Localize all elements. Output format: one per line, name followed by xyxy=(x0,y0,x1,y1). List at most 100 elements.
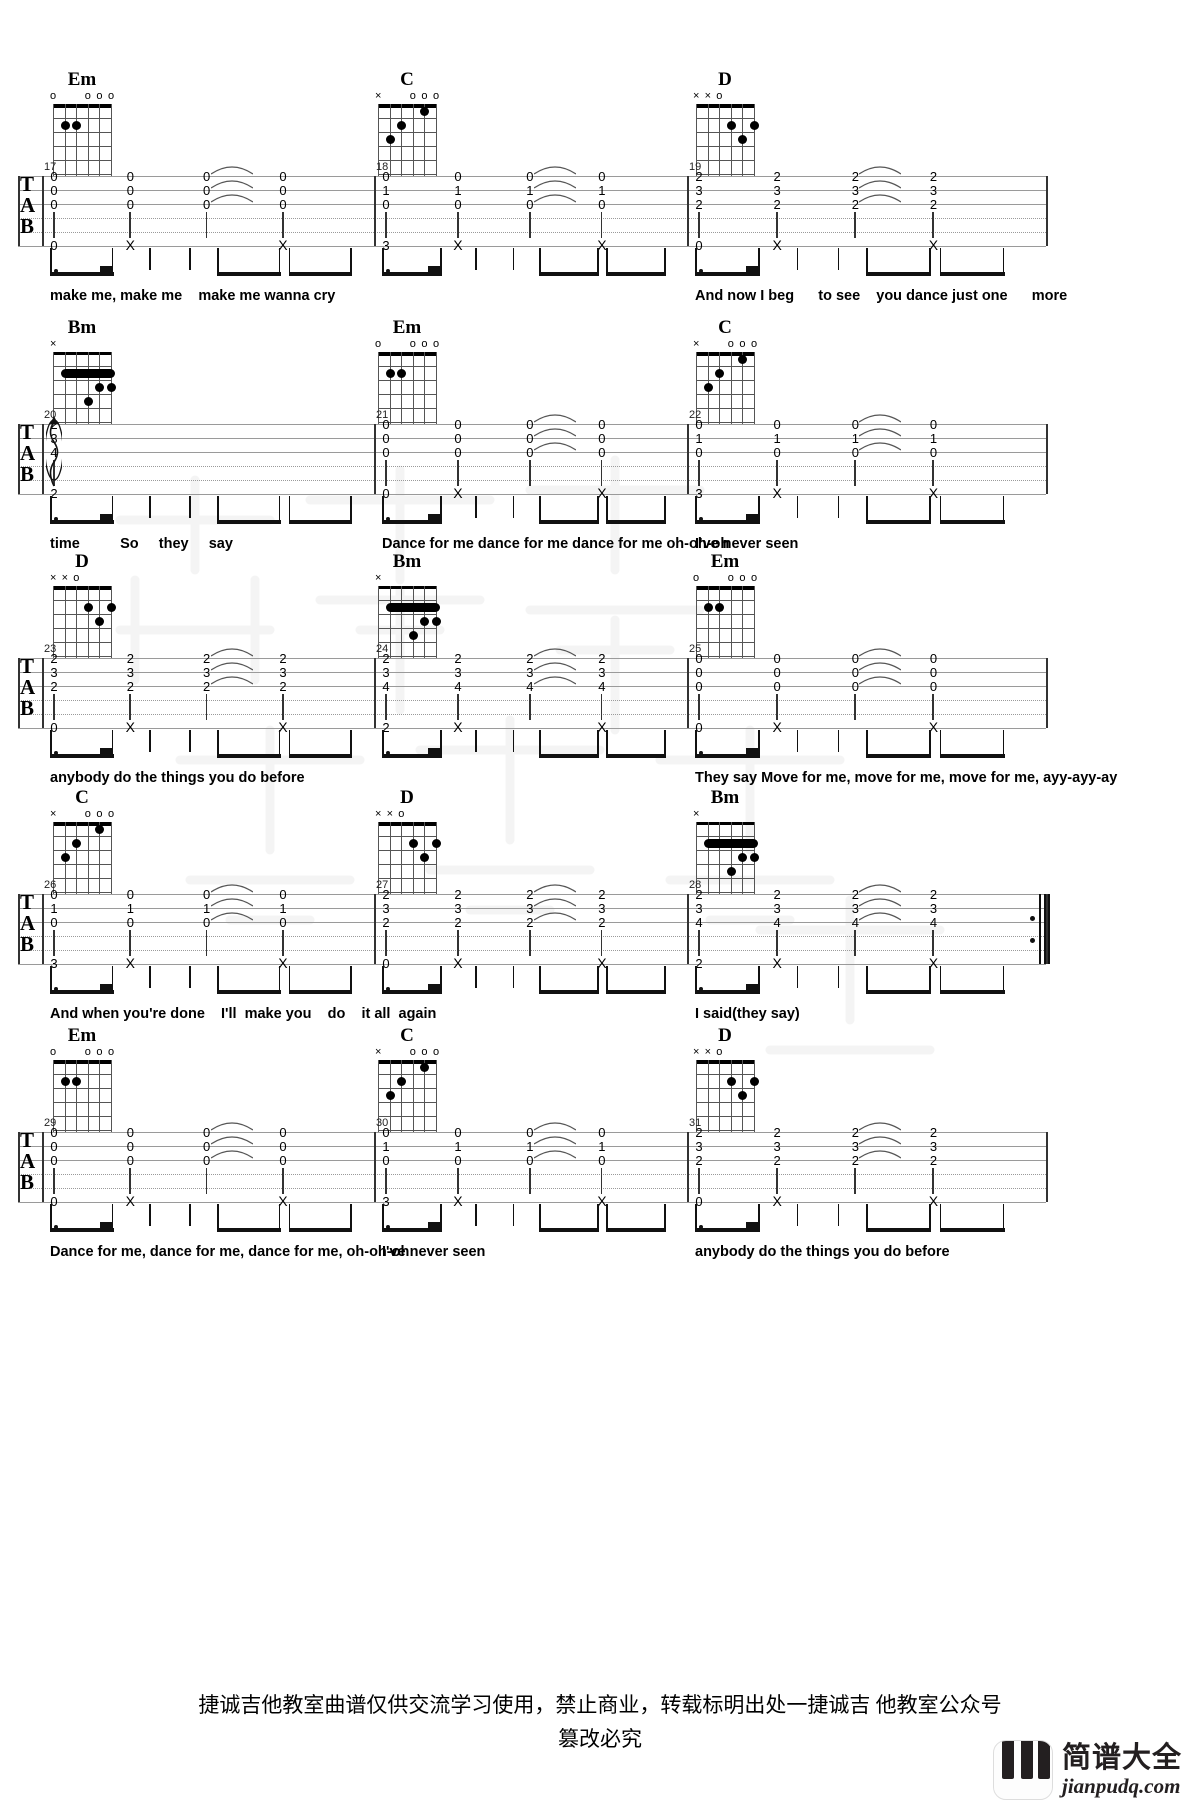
logo-title-cn: 简谱大全 xyxy=(1061,1741,1182,1774)
stem-tick xyxy=(281,212,284,238)
tab-fret-number: 4 xyxy=(50,445,58,460)
beam xyxy=(939,272,1005,276)
open-string-marker: o xyxy=(751,572,758,584)
tab-fret-number: 3 xyxy=(773,1139,781,1154)
tab-fret-number: 1 xyxy=(382,183,390,198)
beam xyxy=(866,272,932,276)
open-string-marker: o xyxy=(84,808,91,820)
tab-fret-number: 2 xyxy=(929,887,938,902)
finger-dot xyxy=(726,867,736,876)
site-logo[interactable]: 简谱大全 jianpudq.com xyxy=(992,1740,1182,1800)
stem-tick xyxy=(776,930,778,956)
note-stem xyxy=(695,730,697,756)
stem-tick xyxy=(205,212,208,238)
lyric-line: time So they say xyxy=(50,536,233,552)
slur-arc xyxy=(210,192,253,203)
lyric-line: make me, make me make me wanna cry xyxy=(50,288,336,304)
muted-strum-marker: X xyxy=(125,955,135,971)
beam xyxy=(288,520,353,524)
lyric-line: Dance for me dance for me dance for me o… xyxy=(382,536,730,552)
rhythm-group xyxy=(382,496,681,526)
note-stem xyxy=(50,730,52,756)
muted-strum-marker: X xyxy=(453,719,463,735)
slur-arc xyxy=(859,882,902,893)
stem-tick xyxy=(53,460,55,486)
finger-dot xyxy=(750,1077,759,1086)
note-stem xyxy=(606,248,608,274)
note-stem xyxy=(929,1204,931,1230)
staff-line xyxy=(18,204,1046,205)
note-stem xyxy=(512,966,515,988)
staff-line xyxy=(18,246,1046,247)
stem-tick xyxy=(698,694,700,720)
tab-fret-number: 2 xyxy=(598,887,606,902)
beam xyxy=(216,754,281,758)
chord-fretboard-grid xyxy=(696,104,759,176)
barre-bar xyxy=(703,839,758,848)
tab-fret-number: 2 xyxy=(695,1153,703,1168)
tab-fret-number: 0 xyxy=(851,665,859,680)
chord-open-mute-markers: × o o o xyxy=(370,1047,444,1060)
open-string-marker: o xyxy=(398,808,405,820)
note-stem xyxy=(288,730,291,756)
tab-fret-number: 3 xyxy=(526,901,534,916)
tab-fret-number: 2 xyxy=(454,887,462,902)
tab-fret-number: 0 xyxy=(203,183,211,198)
tab-fret-number: 0 xyxy=(203,197,211,212)
note-stem xyxy=(382,496,384,522)
stem-tick xyxy=(528,1168,531,1194)
tab-fret-number: 2 xyxy=(851,197,859,212)
stem-tick xyxy=(932,460,935,486)
dotted-rhythm-dot xyxy=(386,1225,390,1229)
rhythm-group xyxy=(50,1204,368,1234)
muted-string-marker: × xyxy=(693,338,700,350)
beam xyxy=(382,520,442,524)
measure-barline xyxy=(42,894,44,964)
stem-tick xyxy=(281,694,284,720)
tab-fret-number: 0 xyxy=(526,1153,534,1168)
note-stem xyxy=(216,730,219,756)
tab-fret-number: 1 xyxy=(454,1139,462,1154)
measure-number: 31 xyxy=(689,1117,702,1129)
staff-line xyxy=(18,964,1046,965)
measure-barline xyxy=(42,176,44,246)
note-stem xyxy=(439,248,442,274)
rhythm-group xyxy=(382,966,681,996)
footer-notice: 捷诚吉他教室曲谱仅供交流学习使用，禁止商业，转载标明出处一捷诚吉 他教室公众号 … xyxy=(0,1688,1200,1756)
note-stem xyxy=(216,248,219,274)
tab-bass-fret-number: 0 xyxy=(50,720,58,735)
slur-arc xyxy=(533,426,576,437)
tab-fret-number: 2 xyxy=(695,197,703,212)
tab-staff: T A B 26 0 1 0 3 0 1 0 X 0 1 0 0 1 0 X 27 2 3 2 0 2 3 2 X 2 3 2 2 3 2 X 28 2… xyxy=(0,879,1200,984)
note-stem xyxy=(189,1204,191,1226)
note-stem xyxy=(606,1204,608,1230)
staff-line xyxy=(18,894,1046,895)
note-stem xyxy=(189,496,191,518)
open-string-marker: o xyxy=(73,572,80,584)
piano-keys-icon xyxy=(992,1740,1053,1800)
beam xyxy=(288,990,353,994)
open-string-marker: o xyxy=(50,1046,57,1058)
note-stem xyxy=(929,248,931,274)
note-stem xyxy=(837,730,840,752)
note-stem xyxy=(50,248,52,274)
finger-dot xyxy=(60,121,70,130)
tab-fret-number: 0 xyxy=(454,197,462,212)
tab-fret-number: 3 xyxy=(382,665,390,680)
chord-name: D xyxy=(718,69,732,90)
staff-line xyxy=(18,218,1046,219)
note-stem xyxy=(149,248,151,270)
muted-string-marker: × xyxy=(704,90,712,102)
chord-name: C xyxy=(400,69,414,90)
tab-fret-number: 0 xyxy=(50,887,58,902)
flag-block xyxy=(99,1222,113,1228)
chord-name: Bm xyxy=(710,787,740,808)
beam xyxy=(695,1228,761,1232)
beam xyxy=(50,520,114,524)
tab-staff: T A B 23 2 3 2 0 2 3 2 X 2 3 2 2 3 2 X 24 2 3 4 2 2 3 4 X 2 3 4 2 3 4 X 25 0… xyxy=(0,643,1200,748)
finger-dot xyxy=(750,853,759,862)
chord-diagram-bm: Bm × xyxy=(45,318,119,424)
muted-strum-marker: X xyxy=(125,237,135,253)
tab-bass-fret-number: 0 xyxy=(382,956,390,971)
chord-name: C xyxy=(400,1025,414,1046)
